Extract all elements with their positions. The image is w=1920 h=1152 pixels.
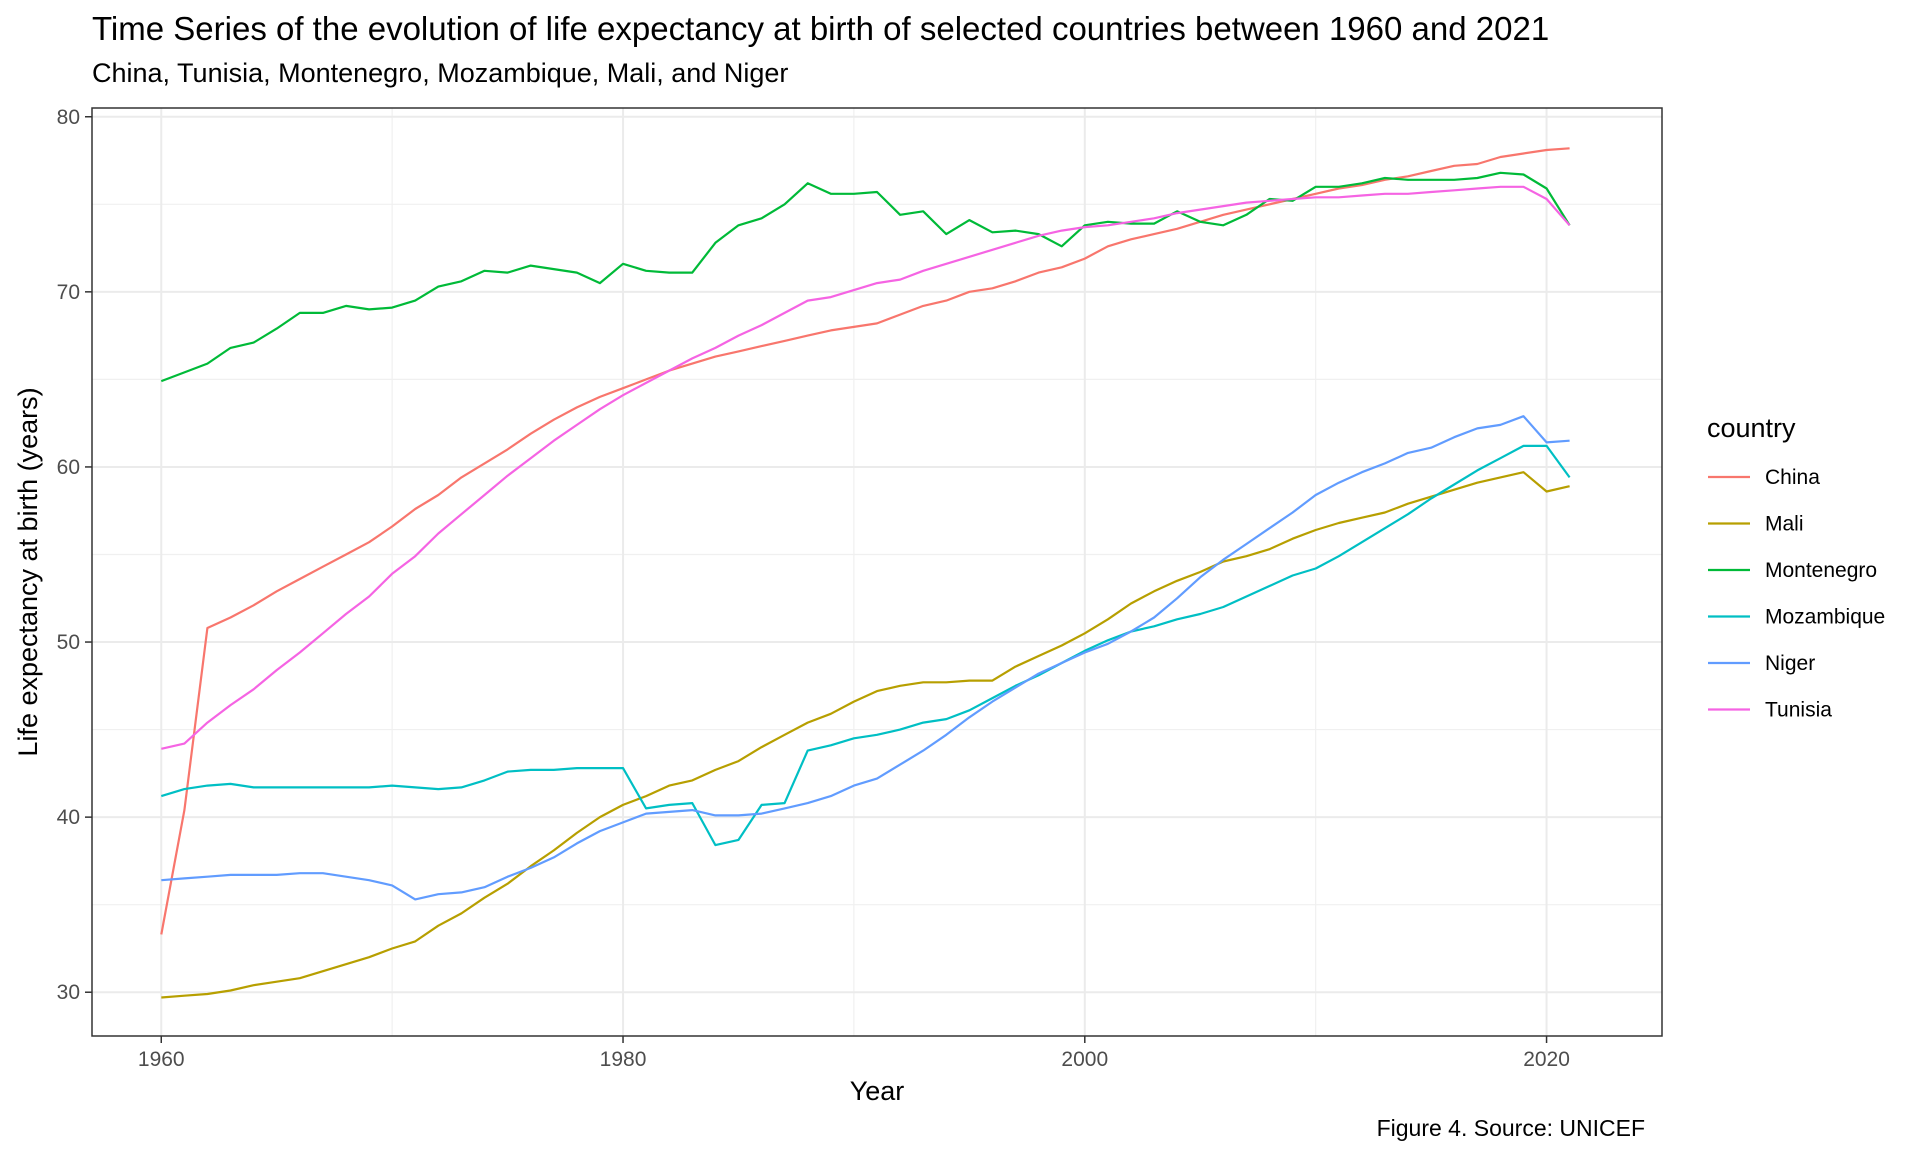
legend-label-tunisia: Tunisia <box>1765 699 1832 722</box>
series-line-mali <box>161 471 1570 999</box>
y-axis-title: Life expectancy at birth (years) <box>13 387 43 756</box>
legend-label-mozambique: Mozambique <box>1765 606 1885 629</box>
y-tick-label: 80 <box>57 106 80 129</box>
y-tick-label: 40 <box>57 806 80 829</box>
series-lines <box>160 147 1571 999</box>
legend-label-china: China <box>1765 466 1820 489</box>
x-tick-label: 1980 <box>600 1048 647 1071</box>
y-tick-label: 60 <box>57 456 80 479</box>
y-tick-label: 30 <box>57 981 80 1004</box>
legend: country China Mali Montenegro Mozambique Nig… <box>1707 413 1885 722</box>
legend-title: country <box>1707 413 1796 443</box>
y-tick-label: 50 <box>57 631 80 654</box>
axes: 1960 1980 2000 2020 30 40 50 60 70 80 <box>57 106 1570 1071</box>
plot-panel <box>92 108 1662 1036</box>
series-line-mozambique <box>160 444 1571 847</box>
x-tick-label: 2020 <box>1523 1048 1570 1071</box>
series-line-tunisia <box>161 185 1571 750</box>
figure-caption: Figure 4. Source: UNICEF <box>1376 1115 1645 1141</box>
x-axis-title: Year <box>850 1076 905 1106</box>
legend-label-montenegro: Montenegro <box>1765 559 1877 582</box>
series-line-montenegro <box>160 171 1571 383</box>
chart-title: Time Series of the evolution of life exp… <box>92 10 1550 47</box>
grid-lines <box>92 108 1662 1036</box>
series-line-china <box>160 147 1570 935</box>
legend-label-niger: Niger <box>1765 652 1815 675</box>
y-tick-label: 70 <box>57 281 80 304</box>
plot-border <box>91 107 1663 1037</box>
legend-label-mali: Mali <box>1765 513 1804 536</box>
x-tick-label: 2000 <box>1061 1048 1108 1071</box>
series-line-niger <box>161 415 1570 901</box>
x-tick-label: 1960 <box>138 1048 185 1071</box>
chart-subtitle: China, Tunisia, Montenegro, Mozambique, … <box>92 58 789 88</box>
